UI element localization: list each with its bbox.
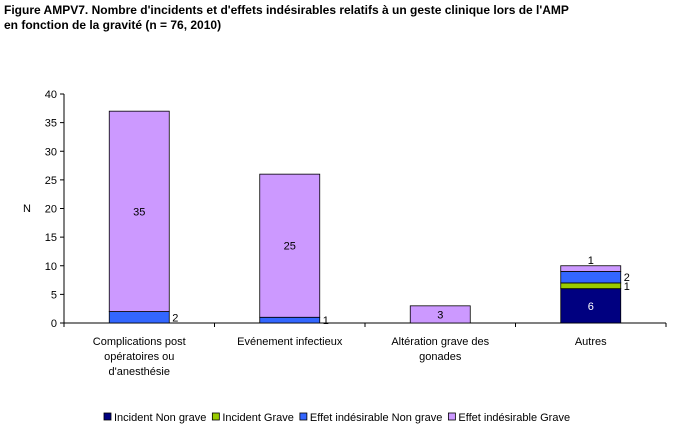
legend-swatch-1: [211, 412, 220, 421]
y-axis-label: N: [23, 203, 31, 215]
y-tick-label-4: 20: [45, 204, 57, 216]
bar-0-series-3: [108, 110, 170, 312]
y-tick-label-7: 35: [45, 118, 57, 130]
legend-label-1: Incident Grave: [222, 412, 294, 424]
legend-label-2: Effet indésirable Non grave: [310, 412, 443, 424]
bar-3-series-1: [560, 282, 622, 290]
bar-3-series-2: [560, 271, 622, 284]
y-tick-label-5: 25: [45, 175, 57, 187]
category-label-1-line-0: Evénement infectieux: [237, 336, 343, 348]
data-label-3-series-0: 6: [588, 301, 594, 313]
category-label-0-line-1: opératoires ou: [104, 351, 174, 363]
bar-3-series-0: [560, 288, 622, 324]
category-label-2-line-1: gonades: [419, 351, 462, 363]
data-label-3-series-2: 2: [624, 272, 630, 284]
category-label-2-line-0: Altération grave des: [391, 336, 489, 348]
y-tick-label-0: 0: [51, 318, 57, 330]
y-tick-label-3: 15: [45, 232, 57, 244]
y-tick-label-2: 10: [45, 261, 57, 273]
legend-swatch-0: [103, 412, 112, 421]
chart-title: Figure AMPV7. Nombre d'incidents et d'ef…: [4, 3, 680, 33]
category-label-3-line-0: Autres: [575, 336, 607, 348]
legend-label-0: Incident Non grave: [114, 412, 206, 424]
y-tick-label-1: 5: [51, 289, 57, 301]
data-label-0-series-2: 2: [172, 312, 178, 324]
category-label-0-line-2: d'anesthésie: [109, 366, 170, 378]
data-label-2-series-3: 3: [437, 309, 443, 321]
data-label-1-series-2: 1: [323, 315, 329, 327]
bar-1-series-3: [259, 173, 321, 318]
data-label-0-series-3: 35: [133, 206, 145, 218]
data-label-3-series-1: 1: [624, 281, 630, 293]
data-label-1-series-3: 25: [284, 241, 296, 253]
chart-title-line-2: en fonction de la gravité (n = 76, 2010): [4, 18, 222, 32]
y-tick-label-6: 30: [45, 146, 57, 158]
bar-1-series-2: [259, 316, 321, 324]
chart-title-line-1: Figure AMPV7. Nombre d'incidents et d'ef…: [4, 3, 569, 17]
legend-label-3: Effet indésirable Grave: [458, 412, 570, 424]
legend-swatch-2: [299, 412, 308, 421]
legend-swatch-3: [447, 412, 456, 421]
data-label-3-series-3: 1: [588, 255, 594, 267]
category-label-0-line-0: Complications post: [93, 336, 186, 348]
bar-2-series-3: [409, 305, 471, 324]
bar-0-series-2: [108, 311, 170, 324]
y-tick-label-8: 40: [45, 89, 57, 101]
bar-3-series-3: [560, 265, 622, 272]
